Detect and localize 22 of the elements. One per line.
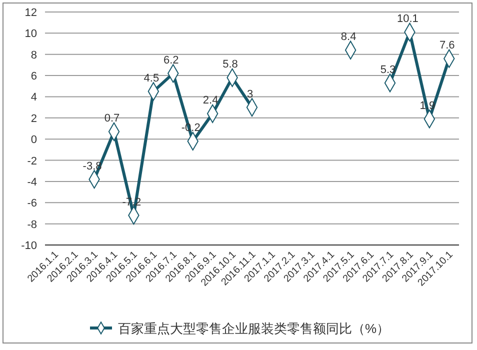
data-label: 8.4: [340, 31, 356, 44]
data-label: 7.6: [439, 40, 455, 52]
y-tick-label: 2: [30, 112, 37, 125]
data-label: 5.8: [222, 58, 238, 71]
y-tick-label: -10: [21, 240, 37, 252]
y-tick-label: 4: [30, 92, 37, 104]
y-tick-label: -8: [27, 218, 37, 231]
y-tick-label: 10: [24, 28, 37, 40]
data-label: 0.7: [104, 112, 120, 125]
data-label: 4.5: [144, 72, 160, 84]
legend-label: 百家重点大型零售企业服装类零售额同比（%）: [118, 321, 390, 336]
y-tick-label: 0: [30, 134, 37, 146]
y-tick-label: -6: [27, 198, 37, 210]
y-tick-label: 6: [30, 70, 37, 83]
data-label: 10.1: [397, 13, 418, 26]
data-label: 6.2: [163, 54, 179, 66]
y-tick-label: -4: [27, 176, 37, 188]
y-tick-label: 12: [24, 7, 37, 19]
y-tick-label: 8: [30, 49, 37, 62]
data-label: 3: [246, 88, 254, 100]
data-label: 2.4: [202, 94, 218, 107]
y-tick-label: -2: [27, 155, 37, 168]
